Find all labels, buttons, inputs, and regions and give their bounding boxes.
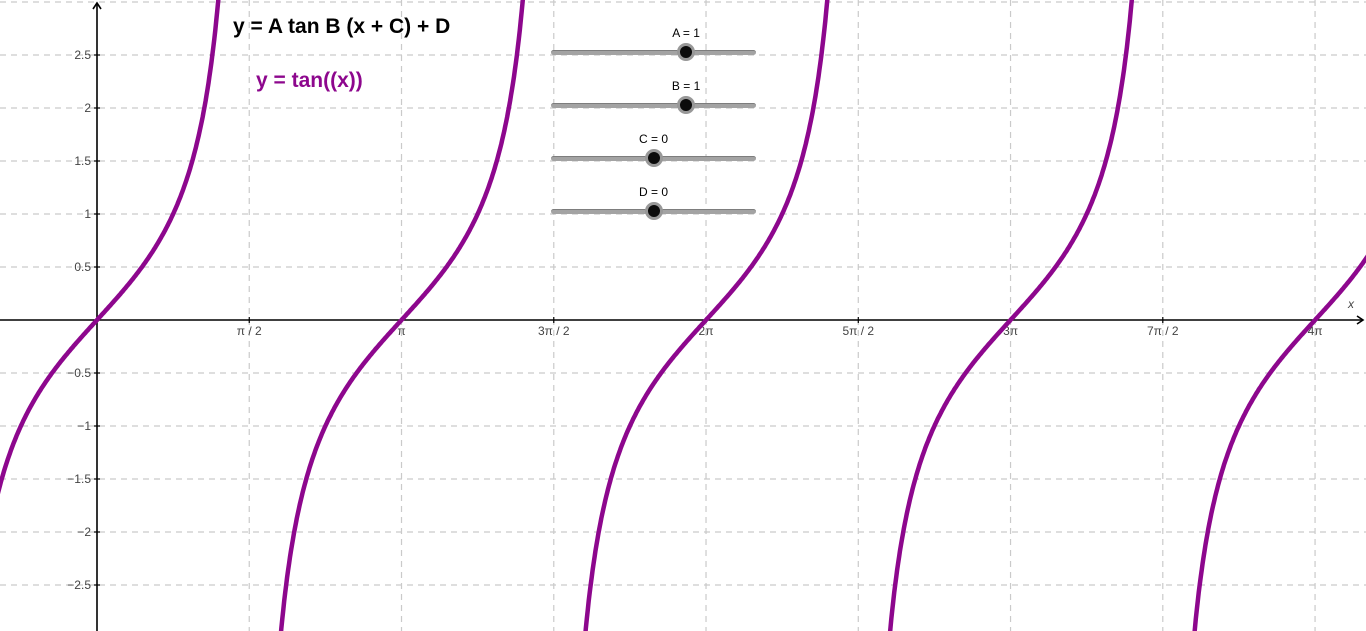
x-tick-label: 4π	[1308, 324, 1323, 338]
slider-C-knob[interactable]	[644, 149, 663, 167]
slider-B-track[interactable]	[551, 103, 756, 108]
x-axis-arrow-icon	[1356, 315, 1365, 325]
slider-B-knob[interactable]	[677, 96, 696, 114]
y-tick-label: 2.5	[74, 48, 91, 62]
y-tick-label: −2	[77, 525, 91, 539]
equation-title: y = A tan B (x + C) + D	[233, 15, 451, 38]
tangent-curve[interactable]	[873, 0, 1148, 631]
slider-C-value-label: C = 0	[638, 132, 668, 146]
y-tick-label: −0.5	[67, 366, 91, 380]
slider-A-value-label: A = 1	[672, 26, 700, 40]
y-tick-label: 1.5	[74, 154, 91, 168]
y-axis-arrow-icon	[92, 1, 102, 10]
y-tick-label: 0.5	[74, 260, 91, 274]
x-tick-label: 7π / 2	[1147, 324, 1179, 338]
x-tick-label: π / 2	[237, 324, 262, 338]
x-tick-label: 2π	[699, 324, 714, 338]
x-axis-label: x	[1347, 297, 1355, 311]
current-function-label: y = tan((x))	[256, 69, 363, 92]
tangent-curve[interactable]	[1177, 0, 1366, 631]
tangent-curve[interactable]	[568, 0, 843, 631]
tangent-curve[interactable]	[264, 0, 539, 631]
tangent-curve[interactable]	[0, 0, 235, 631]
slider-D-value-label: D = 0	[638, 185, 668, 199]
y-tick-label: −2.5	[67, 578, 91, 592]
y-tick-label: 1	[84, 207, 91, 221]
x-tick-label: 3π	[1003, 324, 1018, 338]
slider-A-track[interactable]	[551, 50, 756, 55]
x-tick-label: 5π / 2	[842, 324, 874, 338]
y-tick-label: 2	[84, 101, 91, 115]
y-tick-label: −1.5	[67, 472, 91, 486]
slider-A-knob[interactable]	[677, 43, 696, 61]
y-tick-label: −1	[77, 419, 91, 433]
slider-B-value-label: B = 1	[671, 79, 701, 93]
x-tick-label: 3π / 2	[538, 324, 570, 338]
x-tick-label: π	[397, 324, 405, 338]
slider-D-knob[interactable]	[644, 202, 663, 220]
